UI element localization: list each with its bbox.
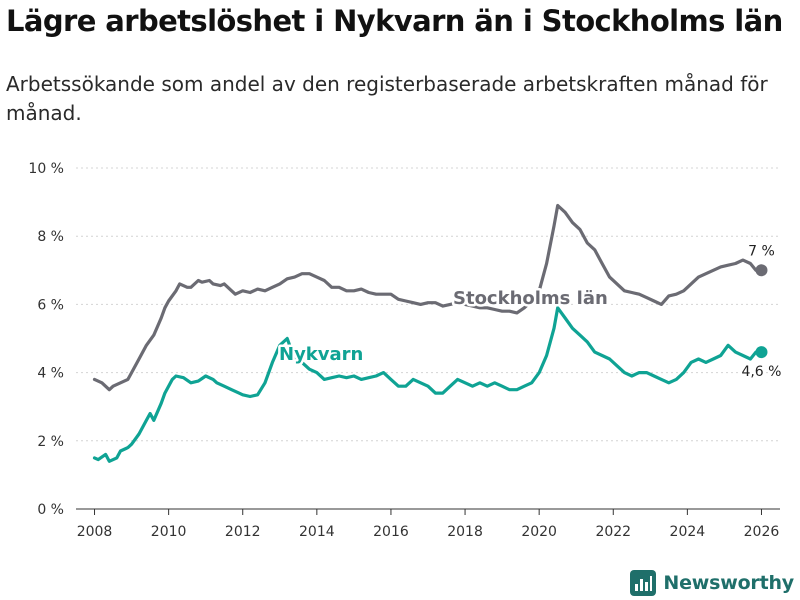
axes: 0 % 2 % 4 % 6 % 8 % 10 % 2008 2010 2012 2014 2016 2… xyxy=(28,161,780,540)
x-tick-label: 2022 xyxy=(595,524,631,540)
y-tick-label: 0 % xyxy=(37,502,64,518)
x-tick-label: 2010 xyxy=(151,524,187,540)
y-tick-label: 4 % xyxy=(37,366,64,382)
x-tick-label: 2020 xyxy=(521,524,557,540)
chart-title: Lägre arbetslöshet i Nykvarn än i Stockh… xyxy=(6,4,783,38)
x-tick-label: 2018 xyxy=(447,524,483,540)
stockholm-end-value-label: 7 % xyxy=(748,243,775,259)
stockholm-series-line xyxy=(92,203,764,392)
brand-name: Newsworthy xyxy=(663,572,794,594)
nykvarn-end-point xyxy=(755,346,768,359)
series-labels: Stockholms län Nykvarn 7 % 4,6 % xyxy=(277,241,784,382)
series-lines xyxy=(92,203,768,463)
nykvarn-series-label: Nykvarn xyxy=(279,344,363,365)
x-tick-label: 2012 xyxy=(225,524,261,540)
y-tick-label: 8 % xyxy=(37,229,64,245)
gridlines xyxy=(76,167,780,442)
stockholm-series-label: Stockholms län xyxy=(453,288,608,309)
chart-subtitle: Arbetssökande som andel av den registerb… xyxy=(6,72,768,125)
newsworthy-brand: Newsworthy xyxy=(630,570,794,596)
x-tick-label: 2024 xyxy=(670,524,706,540)
x-tick-label: 2026 xyxy=(744,524,780,540)
nykvarn-series-line xyxy=(92,306,764,463)
y-tick-label: 6 % xyxy=(37,297,64,313)
y-tick-label: 2 % xyxy=(37,434,64,450)
line-chart: 0 % 2 % 4 % 6 % 8 % 10 % 2008 2010 2012 2014 2016 2… xyxy=(28,161,784,540)
x-tick-label: 2008 xyxy=(77,524,113,540)
x-tick-label: 2014 xyxy=(299,524,335,540)
y-tick-label: 10 % xyxy=(28,161,64,177)
newsworthy-logo-icon xyxy=(630,570,657,596)
nykvarn-end-value-label: 4,6 % xyxy=(741,364,781,380)
stockholm-end-point xyxy=(755,264,768,277)
x-tick-label: 2016 xyxy=(373,524,409,540)
